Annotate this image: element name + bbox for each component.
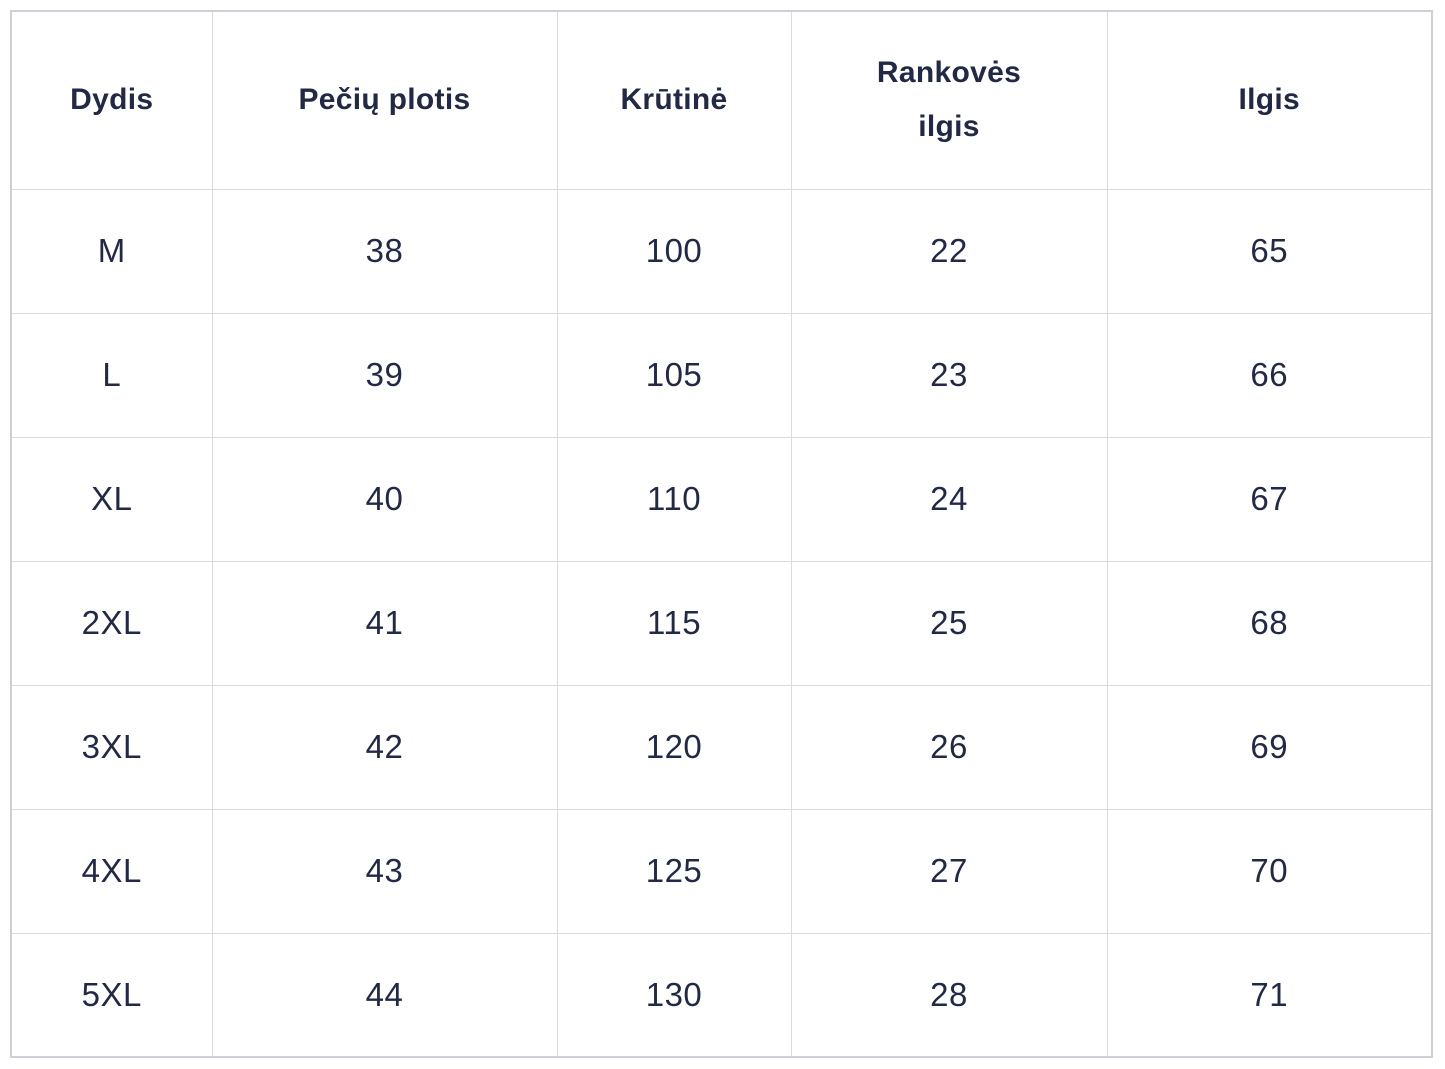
table-cell: 125 [556, 808, 792, 934]
column-header-length: Ilgis [1106, 10, 1433, 190]
table-cell: 40 [211, 436, 558, 562]
table-cell: 27 [790, 808, 1108, 934]
table-cell: 23 [790, 312, 1108, 438]
table-cell: 130 [556, 932, 792, 1058]
column-header-label: Pečių plotis [298, 83, 471, 117]
table-cell: 24 [790, 436, 1108, 562]
table-cell: 115 [556, 560, 792, 686]
column-header-label: Rankovės ilgis [876, 56, 1022, 144]
table-cell: 65 [1106, 188, 1433, 314]
column-header-label: Krūtinė [620, 83, 728, 117]
table-row: XL 40 110 24 67 [10, 436, 1433, 562]
table-cell: 70 [1106, 808, 1433, 934]
table-row: M 38 100 22 65 [10, 188, 1433, 314]
table-cell: 44 [211, 932, 558, 1058]
table-cell: 26 [790, 684, 1108, 810]
table-cell: 68 [1106, 560, 1433, 686]
table-row: 2XL 41 115 25 68 [10, 560, 1433, 686]
column-header-sleeve-length: Rankovės ilgis [790, 10, 1108, 190]
column-header-label: Ilgis [1238, 83, 1300, 117]
table-cell: 38 [211, 188, 558, 314]
table-cell: 39 [211, 312, 558, 438]
table-cell: 120 [556, 684, 792, 810]
table-cell: 42 [211, 684, 558, 810]
size-chart-table: Dydis Pečių plotis Krūtinė Rankovės ilgi… [10, 10, 1433, 1058]
table-cell: 67 [1106, 436, 1433, 562]
size-cell: L [10, 312, 213, 438]
table-cell: 22 [790, 188, 1108, 314]
size-cell: M [10, 188, 213, 314]
table-cell: 43 [211, 808, 558, 934]
table-cell: 110 [556, 436, 792, 562]
size-chart-container: Dydis Pečių plotis Krūtinė Rankovės ilgi… [10, 10, 1433, 1058]
table-cell: 71 [1106, 932, 1433, 1058]
size-cell: 4XL [10, 808, 213, 934]
size-cell: 2XL [10, 560, 213, 686]
table-row: 5XL 44 130 28 71 [10, 932, 1433, 1058]
header-row: Dydis Pečių plotis Krūtinė Rankovės ilgi… [10, 10, 1433, 190]
size-cell: XL [10, 436, 213, 562]
size-cell: 3XL [10, 684, 213, 810]
table-cell: 100 [556, 188, 792, 314]
column-header-size: Dydis [10, 10, 213, 190]
table-cell: 105 [556, 312, 792, 438]
table-cell: 66 [1106, 312, 1433, 438]
table-row: L 39 105 23 66 [10, 312, 1433, 438]
column-header-chest: Krūtinė [556, 10, 792, 190]
table-row: 3XL 42 120 26 69 [10, 684, 1433, 810]
table-cell: 25 [790, 560, 1108, 686]
size-cell: 5XL [10, 932, 213, 1058]
table-row: 4XL 43 125 27 70 [10, 808, 1433, 934]
table-cell: 28 [790, 932, 1108, 1058]
column-header-shoulder-width: Pečių plotis [211, 10, 558, 190]
table-cell: 69 [1106, 684, 1433, 810]
column-header-label: Dydis [70, 83, 154, 117]
table-cell: 41 [211, 560, 558, 686]
